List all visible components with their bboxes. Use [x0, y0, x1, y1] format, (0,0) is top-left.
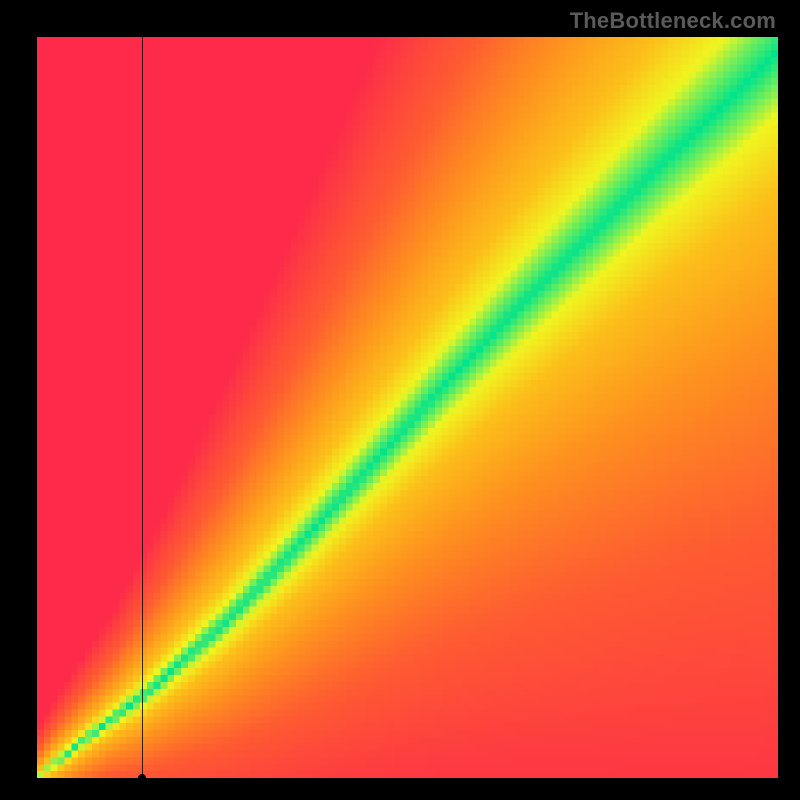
crosshair-dot: [138, 774, 146, 782]
chart-container: TheBottleneck.com: [0, 0, 800, 800]
heatmap-canvas: [37, 37, 778, 778]
crosshair-vertical-line: [142, 37, 143, 778]
watermark-text: TheBottleneck.com: [570, 8, 776, 34]
